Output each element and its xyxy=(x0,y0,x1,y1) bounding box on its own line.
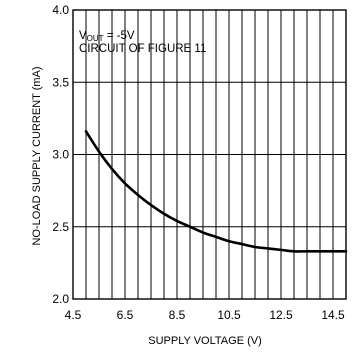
y-tick-label: 4.0 xyxy=(52,3,69,17)
x-tick-label: 8.5 xyxy=(169,308,186,322)
tick-labels: 4.5 6.5 8.5 10.5 12.5 14.5 2.0 2.5 3.0 3.5 4.0 xyxy=(52,3,345,322)
plot-frame xyxy=(72,9,347,300)
annotation-vout-main: V xyxy=(79,30,87,42)
y-tick-label: 3.5 xyxy=(52,75,69,89)
x-tick-label: 6.5 xyxy=(117,308,134,322)
supply-current-curve xyxy=(84,130,348,253)
x-axis-label: SUPPLY VOLTAGE (V) xyxy=(148,335,262,347)
y-axis-label: NO-LOAD SUPPLY CURRENT (mA) xyxy=(31,66,43,245)
y-tick-label: 3.0 xyxy=(52,148,69,162)
y-tick-label: 2.0 xyxy=(52,292,69,306)
y-tick-label: 2.5 xyxy=(52,220,69,234)
x-tick-label: 4.5 xyxy=(65,308,82,322)
series-group xyxy=(84,130,348,253)
annotation-circuit: CIRCUIT OF FIGURE 11 xyxy=(79,43,206,55)
x-tick-label: 10.5 xyxy=(217,308,241,322)
annotation-vout: VOUT = -5V xyxy=(79,30,135,43)
x-tick-label: 14.5 xyxy=(321,308,345,322)
x-tick-label: 12.5 xyxy=(269,308,293,322)
annotation-vout-subscript: OUT xyxy=(87,34,104,43)
annotation-vout-value: = -5V xyxy=(104,30,135,42)
